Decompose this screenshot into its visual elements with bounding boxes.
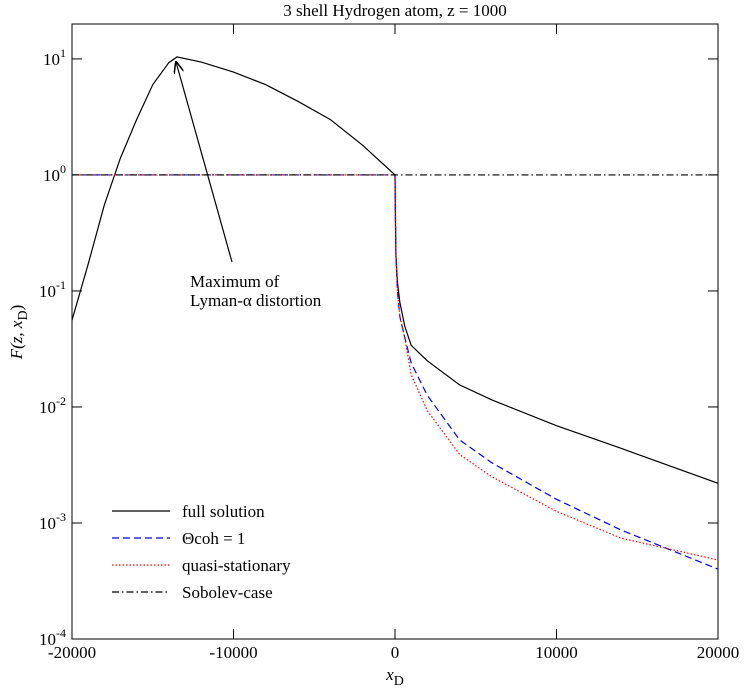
y-axis-label: F(z, xD) xyxy=(7,305,31,361)
legend-label: Sobolev-case xyxy=(182,583,273,602)
x-tick-label: 10000 xyxy=(535,643,578,662)
y-tick-base: 10 xyxy=(43,166,60,185)
y-tick-label: 101 xyxy=(43,46,66,69)
series-line xyxy=(72,56,718,484)
y-tick-exp: -1 xyxy=(56,278,66,292)
y-tick-base: 10 xyxy=(43,50,60,69)
x-label-sub: D xyxy=(394,674,404,688)
legend-label: full solution xyxy=(182,502,265,521)
x-tick-label: -20000 xyxy=(48,643,96,662)
y-tick-label: 10-1 xyxy=(39,278,66,301)
y-tick-exp: -3 xyxy=(56,510,66,524)
chart-title: 3 shell Hydrogen atom, z = 1000 xyxy=(283,1,506,20)
x-tick-label: -10000 xyxy=(209,643,257,662)
y-tick-base: 10 xyxy=(39,630,56,649)
x-axis-label: xD xyxy=(385,665,404,688)
y-label-tail: ) xyxy=(7,305,26,311)
series-line xyxy=(72,174,718,561)
x-tick-label: 20000 xyxy=(697,643,740,662)
y-label-sub: D xyxy=(16,310,31,320)
y-tick-exp: -2 xyxy=(56,394,66,408)
y-tick-base: 10 xyxy=(39,398,56,417)
y-tick-label: 100 xyxy=(43,162,66,185)
y-tick-exp: 0 xyxy=(60,162,66,176)
legend-label: quasi-stationary xyxy=(182,556,291,575)
y-tick-label: 10-2 xyxy=(39,394,66,417)
y-tick-base: 10 xyxy=(39,282,56,301)
y-tick-label: 10-4 xyxy=(39,626,66,649)
plot-frame xyxy=(71,23,719,640)
y-tick-exp: 1 xyxy=(60,46,66,60)
x-tick-label: 0 xyxy=(391,643,400,662)
legend-label: Θcoh = 1 xyxy=(182,529,245,548)
annotation-text: Lyman-α distortion xyxy=(190,291,322,310)
y-label-main: F(z, x xyxy=(7,320,26,360)
x-label-main: x xyxy=(385,665,394,684)
annotation-text: Maximum of xyxy=(190,272,280,291)
y-tick-label: 10-3 xyxy=(39,510,66,533)
series-line xyxy=(72,174,718,570)
y-tick-exp: -4 xyxy=(56,626,66,640)
y-tick-base: 10 xyxy=(39,514,56,533)
annotation-arrow xyxy=(176,62,233,263)
